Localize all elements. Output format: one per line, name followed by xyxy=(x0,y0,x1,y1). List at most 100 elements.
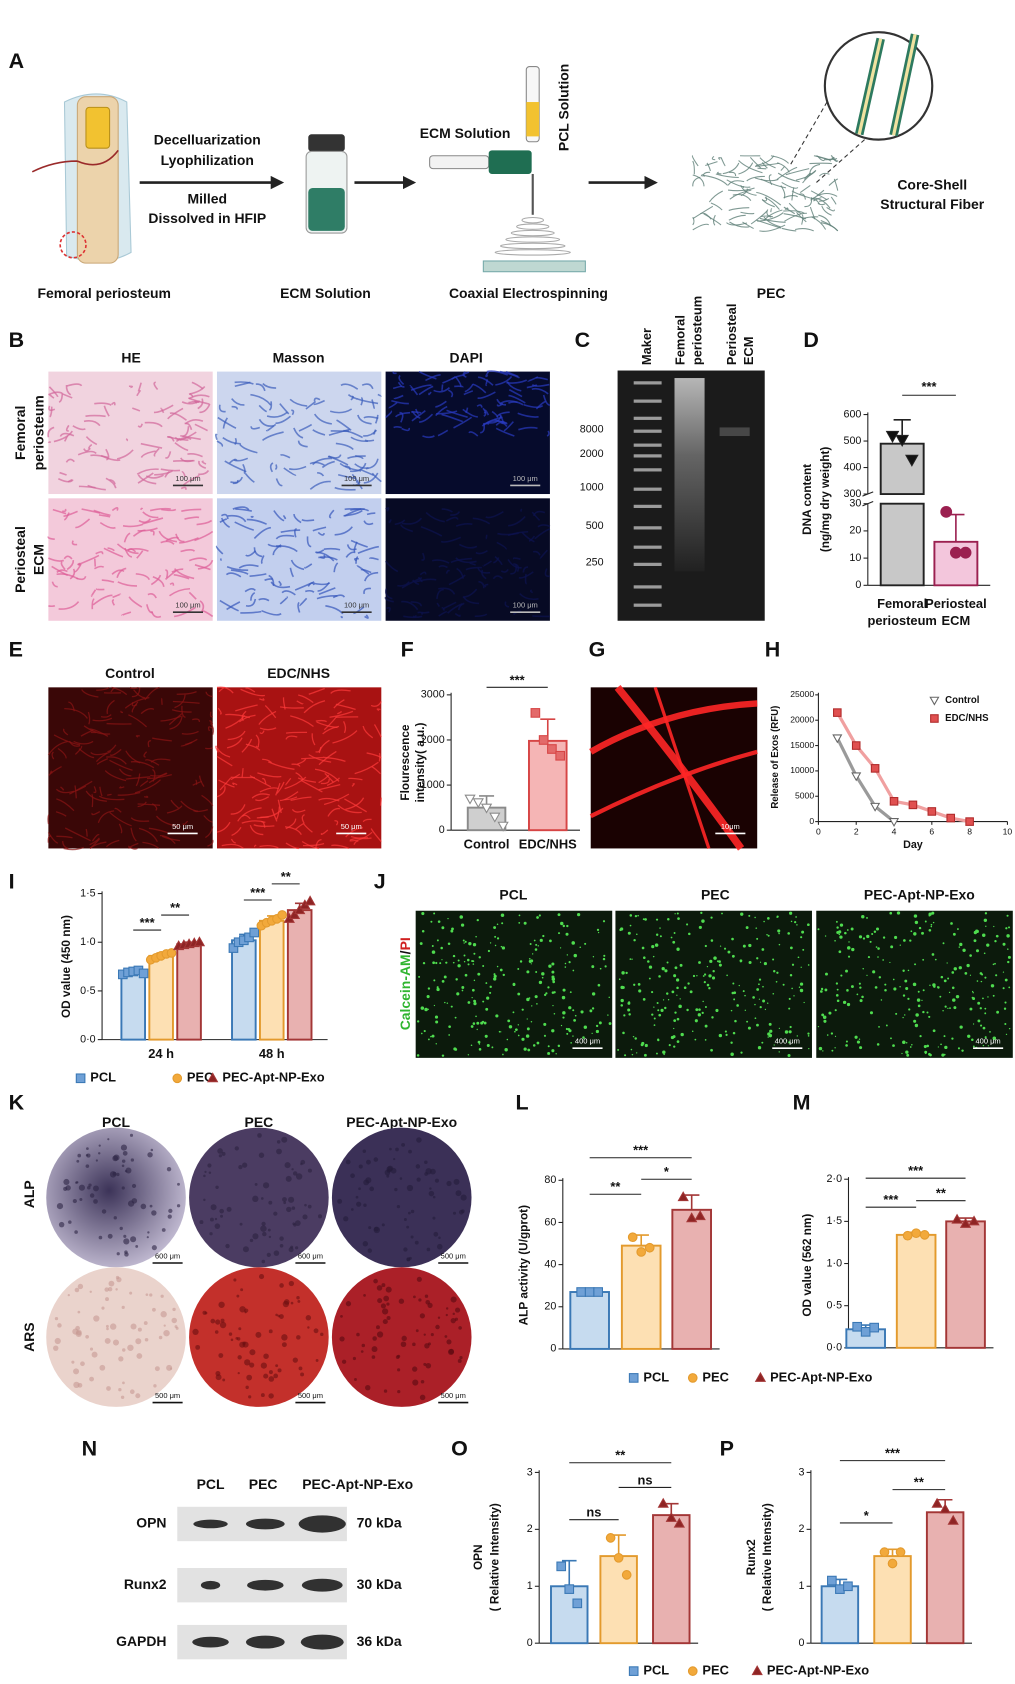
illustration xyxy=(31,149,119,173)
cell-dot xyxy=(710,939,714,942)
cell-dot xyxy=(922,958,925,961)
speckle xyxy=(458,1326,462,1330)
cell-dot xyxy=(622,1031,625,1035)
speckle xyxy=(217,1148,223,1154)
speckle xyxy=(249,1362,255,1368)
texture xyxy=(279,706,304,709)
cell-dot xyxy=(620,1004,623,1007)
cell-dot xyxy=(642,998,646,1001)
speckle xyxy=(127,1344,134,1351)
y-tick-label: 30 xyxy=(849,498,861,510)
cell-dot xyxy=(455,978,458,981)
texture xyxy=(268,761,295,770)
texture xyxy=(506,379,528,384)
gel-band xyxy=(633,416,662,420)
cell-dot xyxy=(952,932,956,936)
texture xyxy=(297,777,316,783)
cell-dot xyxy=(821,1013,825,1017)
speckle xyxy=(307,1168,312,1173)
cell-dot xyxy=(859,999,863,1003)
texture xyxy=(448,574,466,586)
speckle xyxy=(122,1348,126,1352)
cell-dot xyxy=(708,987,711,990)
y-tick-label: 40 xyxy=(544,1258,556,1270)
data-point xyxy=(833,708,842,717)
texture xyxy=(217,707,222,715)
cell-dot xyxy=(861,995,864,999)
cell-dot xyxy=(547,1051,551,1055)
y-tick-label: 0 xyxy=(855,579,861,591)
data-point xyxy=(694,1210,706,1221)
texture xyxy=(260,555,265,565)
blot-band xyxy=(200,1580,221,1590)
speckle xyxy=(113,1216,117,1220)
cell-dot xyxy=(721,912,723,915)
scale-bar-label: 100 μm xyxy=(344,601,369,610)
cell-dot xyxy=(1006,934,1010,938)
cell-dot xyxy=(882,936,886,939)
cell-dot xyxy=(902,1016,904,1019)
cell-dot xyxy=(992,994,995,997)
illustration xyxy=(308,187,345,231)
data-point xyxy=(686,1212,698,1223)
texture xyxy=(326,777,341,787)
cell-dot xyxy=(840,974,843,977)
speckle xyxy=(99,1364,106,1371)
cell-dot xyxy=(759,1006,762,1009)
speckle xyxy=(233,1278,237,1282)
cell-dot xyxy=(638,989,642,993)
speckle xyxy=(219,1321,227,1329)
texture xyxy=(519,593,539,601)
cell-dot xyxy=(1004,1022,1007,1025)
cell-dot xyxy=(844,931,847,935)
texture xyxy=(320,778,330,785)
texture xyxy=(706,162,711,172)
cell-dot xyxy=(845,1044,848,1047)
cell-dot xyxy=(876,1043,880,1046)
texture xyxy=(729,171,737,176)
cell-dot xyxy=(757,1046,762,1050)
texture xyxy=(318,739,330,754)
speckle xyxy=(172,1307,176,1312)
y-tick-label: 15000 xyxy=(790,740,814,750)
texture xyxy=(401,600,419,611)
cell-dot xyxy=(447,917,449,920)
data-point xyxy=(870,764,880,773)
cell-dot xyxy=(435,1043,437,1045)
speckle xyxy=(350,1173,355,1179)
cell-dot xyxy=(526,970,530,974)
data-point xyxy=(249,927,260,938)
data-point xyxy=(665,1511,677,1522)
cell-dot xyxy=(495,1014,499,1018)
texture xyxy=(165,569,169,578)
cell-dot xyxy=(464,973,468,977)
texture xyxy=(343,509,363,517)
cell-dot xyxy=(984,1007,987,1010)
cell-dot xyxy=(463,942,465,944)
cell-dot xyxy=(667,999,670,1001)
blot-band xyxy=(298,1515,346,1533)
texture xyxy=(181,470,187,478)
texture xyxy=(760,178,787,189)
cell-dot xyxy=(842,1000,847,1005)
texture xyxy=(527,376,539,382)
cell-dot xyxy=(951,1037,954,1040)
cell-dot xyxy=(706,966,709,968)
speckle xyxy=(362,1149,367,1154)
scale-bar-label: 500 μm xyxy=(155,1391,180,1400)
texture xyxy=(140,708,155,715)
texture xyxy=(401,427,411,432)
bar xyxy=(671,1208,712,1350)
speckle xyxy=(177,1182,180,1186)
speckle xyxy=(131,1183,137,1189)
speckle xyxy=(176,1204,181,1208)
speckle xyxy=(105,1324,109,1328)
texture xyxy=(139,780,149,787)
cell-dot xyxy=(983,918,988,923)
scale-bar-label: 400 μm xyxy=(575,1037,600,1046)
speckle xyxy=(406,1225,410,1229)
cell-dot xyxy=(708,974,712,978)
cell-dot xyxy=(788,1007,791,1010)
cell-dot xyxy=(528,957,531,960)
speckle xyxy=(91,1351,98,1358)
